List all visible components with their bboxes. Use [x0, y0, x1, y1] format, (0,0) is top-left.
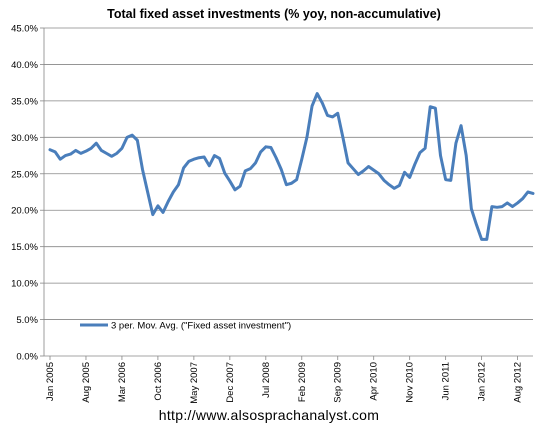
x-tick-label: Oct 2006 — [153, 362, 164, 401]
y-tick-label: 0.0% — [16, 352, 38, 363]
x-tick-label: Aug 2012 — [513, 362, 524, 403]
x-tick-label: Feb 2009 — [297, 362, 308, 402]
y-tick-label: 20.0% — [11, 206, 38, 217]
series-line — [48, 92, 535, 241]
axes — [43, 28, 533, 357]
y-axis-ticks: 0.0% 5.0% 10.0% 15.0% 20.0% 25.0% 30.0% 35.0% 40… — [11, 24, 44, 363]
y-tick-label: 45.0% — [11, 24, 38, 35]
y-tick-label: 5.0% — [16, 315, 38, 326]
y-tick-label: 35.0% — [11, 96, 38, 107]
x-tick-label: Sep 2009 — [333, 362, 344, 403]
legend-label: 3 per. Mov. Avg. ("Fixed asset investmen… — [111, 321, 291, 332]
y-tick-label: 40.0% — [11, 60, 38, 71]
y-tick-label: 10.0% — [11, 279, 38, 290]
x-tick-label: Jun 2011 — [441, 362, 452, 400]
x-axis-ticks: Jan 2005 Aug 2005 Mar 2006 Oct 2006 May 2007… — [45, 356, 524, 404]
series-layer — [48, 92, 535, 241]
x-tick-label: Jan 2012 — [477, 362, 488, 401]
x-tick-label: Aug 2005 — [81, 362, 92, 403]
x-tick-label: Mar 2006 — [117, 362, 128, 402]
y-tick-label: 25.0% — [11, 169, 38, 180]
x-tick-label: Jul 2008 — [261, 362, 272, 398]
x-tick-label: Nov 2010 — [405, 362, 416, 403]
x-tick-label: Jan 2005 — [45, 362, 56, 401]
chart-title: Total fixed asset investments (% yoy, no… — [107, 7, 441, 21]
x-tick-label: Apr 2010 — [369, 362, 380, 401]
legend: 3 per. Mov. Avg. ("Fixed asset investmen… — [80, 321, 291, 332]
x-tick-label: May 2007 — [189, 362, 200, 404]
y-tick-label: 15.0% — [11, 242, 38, 253]
grid-lines — [44, 27, 533, 320]
y-tick-label: 30.0% — [11, 133, 38, 144]
x-tick-label: Dec 2007 — [225, 362, 236, 403]
source-footer: http://www.alsosprachanalyst.com — [159, 407, 379, 423]
